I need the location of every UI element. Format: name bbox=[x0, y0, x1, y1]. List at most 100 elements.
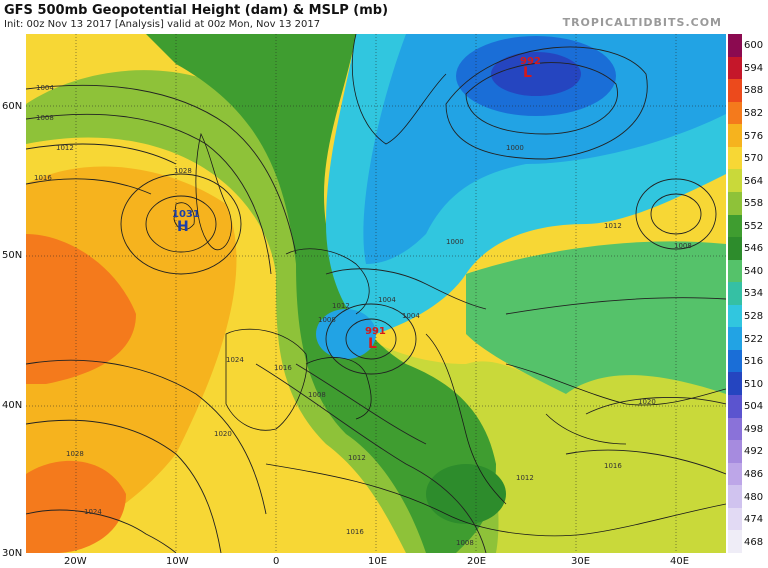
colorbar-label: 588 bbox=[744, 85, 764, 97]
colorbar-step: 588 bbox=[728, 79, 768, 102]
colorbar-swatch bbox=[728, 214, 742, 238]
lat-label-40n: 40N bbox=[2, 400, 23, 411]
colorbar-swatch bbox=[728, 304, 742, 328]
lon-label-10w: 10W bbox=[166, 556, 189, 567]
lon-label-20w: 20W bbox=[64, 556, 87, 567]
colorbar-swatch bbox=[728, 462, 742, 486]
colorbar-label: 474 bbox=[744, 514, 764, 526]
low-pressure-value: 992 bbox=[520, 56, 541, 67]
isobar-label: 1012 bbox=[516, 474, 534, 482]
colorbar-label: 552 bbox=[744, 220, 764, 232]
colorbar-step: 582 bbox=[728, 101, 768, 125]
colorbar-swatch bbox=[728, 169, 742, 192]
colorbar-label: 546 bbox=[744, 243, 764, 255]
isobar-label: 1016 bbox=[346, 528, 364, 536]
colorbar-label: 492 bbox=[744, 446, 764, 458]
isobar-label: 1000 bbox=[506, 144, 524, 152]
map-header: GFS 500mb Geopotential Height (dam) & MS… bbox=[0, 0, 768, 34]
isobar-label: 1008 bbox=[674, 242, 692, 250]
isobar-label: 1016 bbox=[274, 364, 292, 372]
weather-map: 1004 1008 1012 1016 1028 1024 1020 1016 … bbox=[26, 34, 726, 553]
colorbar-swatch bbox=[728, 124, 742, 147]
colorbar-step: 474 bbox=[728, 507, 768, 531]
colorbar-swatch bbox=[728, 485, 742, 508]
lon-label-40e: 40E bbox=[670, 556, 690, 567]
colorbar-swatch bbox=[728, 34, 742, 57]
colorbar-step: 516 bbox=[728, 349, 768, 373]
lon-label-0: 0 bbox=[273, 556, 280, 567]
colorbar-label: 564 bbox=[744, 175, 764, 187]
isobar-label: 1016 bbox=[34, 174, 52, 182]
isobar-label: 1024 bbox=[84, 508, 102, 516]
colorbar-step: 480 bbox=[728, 485, 768, 508]
colorbar-step: 552 bbox=[728, 214, 768, 238]
colorbar-step: 492 bbox=[728, 440, 768, 463]
high-pressure-value: 1031 bbox=[172, 209, 200, 220]
map-title: GFS 500mb Geopotential Height (dam) & MS… bbox=[4, 3, 389, 18]
isobar-label: 1008 bbox=[318, 316, 336, 324]
colorbar-step: 558 bbox=[728, 191, 768, 215]
colorbar-label: 510 bbox=[744, 378, 764, 390]
colorbar-swatch bbox=[728, 79, 742, 102]
colorbar-swatch bbox=[728, 237, 742, 260]
colorbar-label: 540 bbox=[744, 265, 764, 277]
colorbar-step: 546 bbox=[728, 237, 768, 260]
colorbar-label: 594 bbox=[744, 62, 764, 74]
lon-label-10e: 10E bbox=[368, 556, 388, 567]
colorbar-step: 600 bbox=[728, 34, 768, 57]
isobar-label: 1028 bbox=[174, 167, 192, 175]
height-field bbox=[26, 34, 726, 553]
colorbar-step: 468 bbox=[728, 530, 768, 553]
colorbar-swatch bbox=[728, 56, 742, 80]
colorbar-step: 528 bbox=[728, 304, 768, 328]
colorbar-swatch bbox=[728, 146, 742, 170]
colorbar-swatch bbox=[728, 395, 742, 418]
low-pressure-marker: L bbox=[368, 336, 377, 352]
colorbar-swatch bbox=[728, 440, 742, 463]
isobar-label: 1012 bbox=[348, 454, 366, 462]
brand-watermark: TROPICALTIDBITS.COM bbox=[562, 16, 722, 29]
low-pressure-marker: L bbox=[523, 65, 532, 81]
colorbar-label: 558 bbox=[744, 198, 764, 210]
colorbar-step: 564 bbox=[728, 169, 768, 192]
colorbar-step: 522 bbox=[728, 327, 768, 350]
colorbar-swatch bbox=[728, 282, 742, 305]
colorbar-step: 594 bbox=[728, 56, 768, 80]
isobar-label: 1012 bbox=[332, 302, 350, 310]
colorbar-label: 516 bbox=[744, 356, 764, 368]
lon-label-20e: 20E bbox=[467, 556, 487, 567]
high-pressure-marker: H bbox=[177, 219, 189, 235]
isobar-label: 1000 bbox=[446, 238, 464, 246]
colorbar-step: 498 bbox=[728, 417, 768, 441]
colorbar-swatch bbox=[728, 327, 742, 350]
colorbar-swatch bbox=[728, 191, 742, 215]
isobar-label: 1008 bbox=[308, 391, 326, 399]
isobar-label: 1008 bbox=[36, 114, 54, 122]
colorbar-step: 540 bbox=[728, 259, 768, 283]
lat-label-30n: 30N bbox=[2, 548, 23, 559]
isobar-label: 1016 bbox=[604, 462, 622, 470]
isobar-label: 1028 bbox=[66, 450, 84, 458]
isobar-label: 1004 bbox=[378, 296, 396, 304]
colorbar-legend: 600 594 588 582 576 570 564 558 552 546 540 534 528 5… bbox=[728, 34, 768, 553]
isobar-label: 1020 bbox=[638, 398, 656, 406]
colorbar-label: 534 bbox=[744, 288, 764, 300]
colorbar-label: 582 bbox=[744, 107, 764, 119]
colorbar-label: 498 bbox=[744, 423, 764, 435]
colorbar-label: 480 bbox=[744, 491, 764, 503]
colorbar-label: 570 bbox=[744, 153, 764, 165]
isobar-label: 1012 bbox=[56, 144, 74, 152]
low-pressure-value: 991 bbox=[365, 326, 386, 337]
colorbar-swatch bbox=[728, 417, 742, 441]
colorbar-swatch bbox=[728, 507, 742, 531]
colorbar-step: 504 bbox=[728, 395, 768, 418]
colorbar-label: 600 bbox=[744, 40, 764, 52]
colorbar-step: 570 bbox=[728, 146, 768, 170]
colorbar-step: 486 bbox=[728, 462, 768, 486]
colorbar-swatch bbox=[728, 349, 742, 373]
colorbar-swatch bbox=[728, 101, 742, 125]
colorbar-label: 468 bbox=[744, 536, 764, 548]
colorbar-label: 486 bbox=[744, 469, 764, 481]
isobar-label: 1004 bbox=[402, 312, 420, 320]
lat-label-50n: 50N bbox=[2, 250, 23, 261]
